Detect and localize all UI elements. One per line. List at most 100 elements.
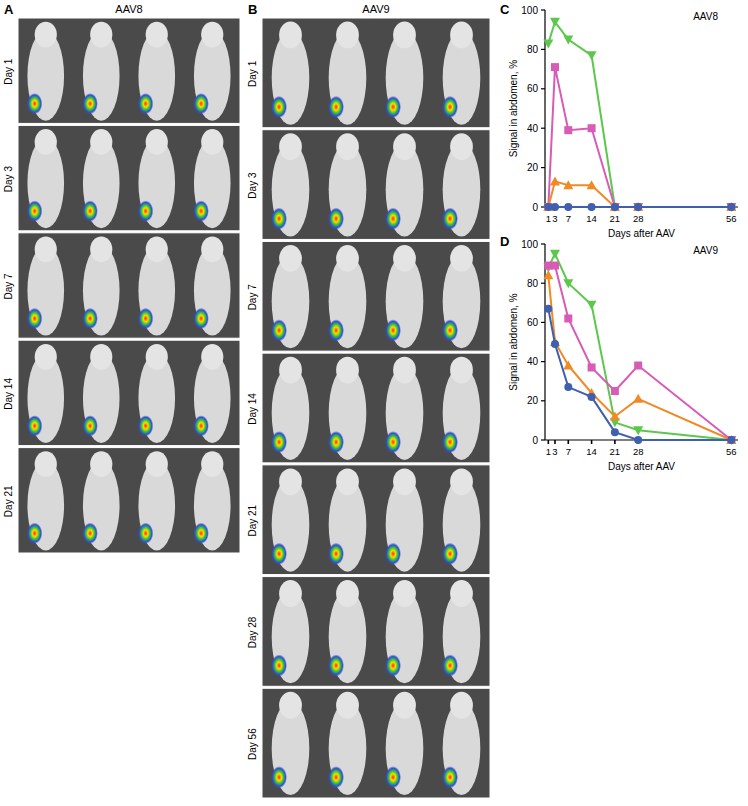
- luminescence: [27, 200, 43, 221]
- luminescence: [138, 93, 154, 114]
- marker: [633, 203, 643, 212]
- series-line: [548, 309, 731, 440]
- x-tick-label: 3: [552, 213, 557, 224]
- x-tick: [591, 440, 593, 444]
- marker: [550, 250, 560, 259]
- mouse-head: [279, 22, 302, 49]
- marker: [727, 436, 735, 444]
- marker: [550, 18, 560, 27]
- x-tick: [567, 440, 569, 444]
- image-background: [262, 18, 490, 128]
- row-label: Day 7: [247, 284, 258, 311]
- marker: [634, 203, 642, 211]
- series-line: [548, 181, 731, 207]
- image-background: [262, 353, 490, 463]
- x-tick-label: 28: [633, 213, 644, 224]
- mouse-head: [450, 357, 473, 384]
- luminescence: [193, 200, 209, 221]
- row-label: Day 1: [3, 58, 14, 85]
- x-tick-label: 21: [610, 213, 621, 224]
- image-background: [18, 448, 240, 553]
- luminescence: [328, 431, 344, 453]
- marker: [726, 203, 736, 212]
- marker: [551, 262, 559, 270]
- mouse-head: [201, 22, 223, 48]
- marker: [564, 126, 572, 134]
- luminescence: [82, 415, 98, 436]
- y-tick-label: 80: [527, 278, 539, 289]
- mouse-head: [336, 357, 359, 384]
- panel-title: AAV9: [362, 3, 389, 15]
- panel-title: AAV8: [115, 3, 142, 15]
- x-tick-label: 14: [586, 213, 597, 224]
- luminescence: [328, 766, 344, 788]
- luminescence: [328, 96, 344, 118]
- panel-letter: B: [248, 2, 257, 17]
- mouse-head: [146, 451, 168, 477]
- luminescence: [385, 543, 401, 565]
- mouse-head: [279, 692, 302, 719]
- image-row: [262, 130, 490, 240]
- luminescence: [271, 96, 287, 118]
- mouse-head: [450, 245, 473, 272]
- image-background: [18, 125, 240, 230]
- marker: [564, 383, 572, 391]
- marker: [587, 301, 597, 310]
- chart-title: AAV8: [693, 11, 718, 22]
- luminescence: [27, 523, 43, 544]
- mouse-head: [279, 245, 302, 272]
- marker: [726, 436, 736, 445]
- marker: [564, 314, 572, 322]
- y-tick: [541, 361, 545, 362]
- x-tick-label: 21: [610, 446, 621, 457]
- luminescence: [442, 96, 458, 118]
- luminescence: [385, 207, 401, 229]
- luminescence: [271, 654, 287, 676]
- image-background: [262, 465, 490, 575]
- x-tick: [554, 440, 556, 444]
- image-background: [262, 241, 490, 351]
- marker: [611, 203, 619, 211]
- marker: [587, 51, 597, 60]
- y-tick: [541, 243, 545, 244]
- luminescence: [138, 415, 154, 436]
- series-line: [548, 67, 731, 207]
- row-label: Day 3: [247, 172, 258, 199]
- mouse-head: [393, 580, 416, 607]
- mouse-head: [279, 580, 302, 607]
- luminescence: [82, 200, 98, 221]
- mouse-head: [336, 22, 359, 49]
- y-tick: [541, 283, 545, 284]
- mouse-head: [90, 451, 112, 477]
- series-line: [548, 266, 731, 440]
- x-axis-label: Days after AAV: [608, 228, 675, 239]
- luminescence: [385, 654, 401, 676]
- mouse-head: [201, 344, 223, 370]
- mouse-head: [35, 451, 57, 477]
- luminescence: [442, 319, 458, 341]
- luminescence: [138, 523, 154, 544]
- mouse-head: [146, 344, 168, 370]
- luminescence: [442, 654, 458, 676]
- marker: [633, 202, 643, 211]
- mouse-head: [201, 129, 223, 155]
- x-tick-label: 1: [546, 213, 551, 224]
- x-tick-label: 14: [586, 446, 597, 457]
- x-tick-label: 3: [552, 446, 557, 457]
- luminescence: [271, 543, 287, 565]
- series-line: [548, 275, 731, 440]
- plot-area: [543, 18, 736, 212]
- y-axis: [544, 244, 545, 440]
- row-label: Day 14: [3, 378, 14, 410]
- mouse-head: [35, 129, 57, 155]
- luminescence: [193, 93, 209, 114]
- image-row: [18, 448, 240, 553]
- marker: [633, 426, 643, 435]
- mouse-head: [279, 133, 302, 160]
- y-tick-label: 20: [527, 162, 539, 173]
- image-row: [262, 577, 490, 687]
- mouse-head: [146, 22, 168, 48]
- luminescence: [385, 766, 401, 788]
- y-tick-label: 60: [527, 83, 539, 94]
- marker: [588, 203, 596, 211]
